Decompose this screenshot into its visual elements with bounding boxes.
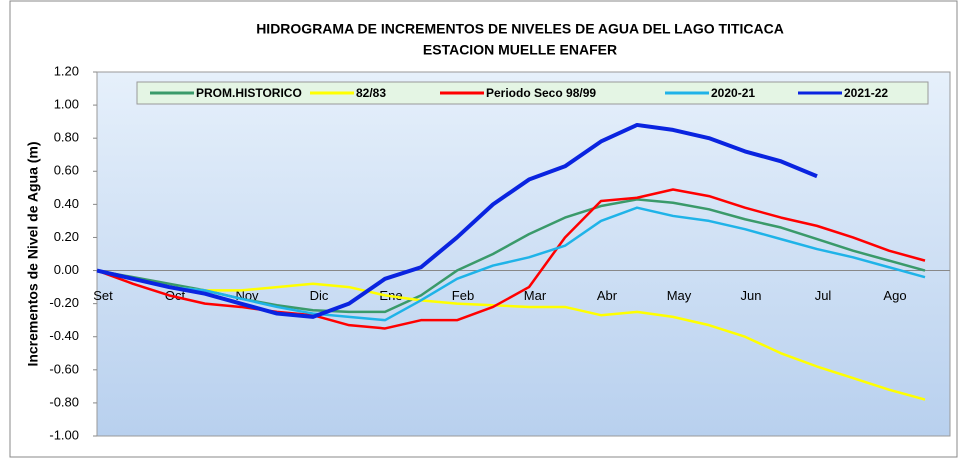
series-line [96, 269, 926, 401]
series-line [96, 122, 818, 319]
legend [136, 81, 929, 105]
chart-title: HIDROGRAMA DE INCREMENTOS DE NIVELES DE … [256, 21, 784, 37]
legend-label: 2021-22 [844, 86, 888, 100]
legend-label: 82/83 [356, 86, 386, 100]
x-tick-label: Set [93, 288, 113, 303]
y-tick-label: -0.20 [49, 295, 79, 310]
plot-area [96, 71, 951, 437]
y-tick-label: -1.00 [49, 427, 79, 442]
y-tick-label: 1.20 [54, 63, 79, 78]
series-line [96, 206, 926, 322]
y-tick-label: 0.80 [54, 130, 79, 145]
x-tick-label: Feb [452, 288, 474, 303]
y-tick-label: 0.00 [54, 262, 79, 277]
y-tick-label: -0.80 [49, 394, 79, 409]
y-tick-label: -0.40 [49, 328, 79, 343]
x-tick-label: Abr [597, 288, 618, 303]
legend-label: 2020-21 [711, 86, 755, 100]
legend-label: PROM.HISTORICO [196, 86, 302, 100]
y-tick-label: 0.40 [54, 196, 79, 211]
y-tick-label: 1.00 [54, 97, 79, 112]
x-tick-label: Mar [524, 288, 547, 303]
series-line [96, 188, 926, 330]
y-tick-label: 0.60 [54, 163, 79, 178]
y-tick-label: 0.20 [54, 229, 79, 244]
chart-subtitle: ESTACION MUELLE ENAFER [423, 42, 617, 58]
x-tick-label: Dic [310, 288, 329, 303]
y-axis-title: Incrementos de Nivel de Agua (m) [25, 141, 41, 366]
x-tick-label: Jul [815, 288, 832, 303]
y-tick-label: -0.60 [49, 361, 79, 376]
x-tick-label: May [667, 288, 692, 303]
x-tick-label: Jun [741, 288, 762, 303]
x-tick-label: Ago [883, 288, 906, 303]
legend-label: Periodo Seco 98/99 [486, 86, 596, 100]
